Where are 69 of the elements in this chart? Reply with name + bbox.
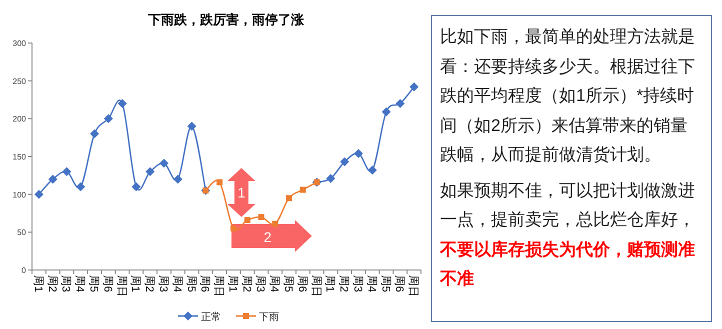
x-tick-label: 周3: [351, 275, 364, 292]
x-tick-label: 周1: [226, 275, 238, 292]
x-tick-label: 周5: [88, 275, 100, 292]
x-tick-label: 周5: [379, 275, 392, 292]
point: [396, 99, 405, 108]
annotation: 1: [237, 184, 246, 200]
point: [48, 174, 58, 184]
point: [187, 122, 196, 131]
y-tick-label: 200: [12, 114, 27, 124]
x-tick-label: 周2: [240, 275, 252, 292]
x-tick-label: 周4: [170, 275, 183, 292]
point: [382, 107, 391, 116]
x-tick-label: 周6: [393, 275, 406, 292]
text: 如果预期不佳，可以把计划做激进一点，提前卖完，总比烂仓库好，: [440, 180, 695, 229]
chart-title: 下雨跌，跌厉害，雨停了涨: [147, 12, 305, 27]
point: [354, 148, 363, 158]
x-tick-label: 周日: [115, 275, 128, 297]
x-tick-label: 周日: [310, 275, 322, 297]
point: [326, 174, 336, 183]
x-tick-label: 周6: [296, 275, 308, 292]
text: 不要以库存损失为代价，赌预测准不准: [440, 240, 695, 288]
point: [104, 114, 113, 124]
legend-label: 正常: [201, 311, 221, 323]
point: [368, 166, 377, 175]
x-tick-label: 周2: [338, 275, 350, 292]
x-tick-label: 周2: [46, 275, 58, 292]
x-tick-label: 周1: [32, 275, 44, 292]
x-tick-label: 周4: [268, 275, 280, 292]
x-tick-label: 周日: [212, 275, 225, 297]
point: [216, 179, 223, 186]
point: [410, 82, 419, 92]
x-tick-label: 周6: [198, 275, 211, 292]
point: [258, 214, 264, 220]
y-tick-label: 50: [17, 228, 27, 238]
point: [76, 182, 86, 192]
point: [132, 182, 141, 192]
point: [90, 129, 100, 138]
point: [300, 186, 306, 193]
x-tick-label: 周1: [324, 275, 336, 292]
x-tick-label: 周3: [156, 275, 169, 292]
x-tick-label: 周3: [60, 275, 72, 292]
point: [146, 167, 155, 176]
x-tick-label: 周4: [365, 275, 378, 292]
point: [230, 225, 236, 232]
point: [62, 167, 72, 176]
x-tick-label: 周6: [101, 275, 114, 292]
point: [244, 217, 250, 224]
x-tick-label: 周3: [254, 275, 266, 292]
y-tick-label: 250: [12, 76, 27, 86]
x-tick-label: 周4: [74, 275, 86, 292]
point: [34, 190, 44, 199]
point: [286, 195, 292, 202]
point: [272, 220, 278, 227]
x-tick-label: 周1: [129, 275, 142, 292]
point: [159, 158, 168, 168]
point: [173, 174, 182, 184]
annotation: 2: [264, 229, 272, 245]
point: [118, 99, 127, 108]
x-tick-label: 周2: [143, 275, 156, 292]
text: 比如下雨，最简单的处理方法就是看：还要持续多少天。根据过往下跌的平均程度（如1所示）*持续时间（如2所示）来估算带来的销量跌幅，从而提前做清货计划。: [440, 26, 696, 166]
y-tick-label: 300: [12, 39, 27, 48]
y-tick-label: 0: [22, 266, 27, 275]
x-tick-label: 周日: [407, 275, 420, 297]
y-tick-label: 100: [12, 190, 27, 200]
x-tick-label: 周5: [184, 275, 197, 292]
x-tick-label: 周5: [282, 275, 294, 292]
y-tick-label: 150: [12, 152, 27, 162]
legend-label: 下雨: [259, 312, 279, 323]
point: [340, 157, 350, 166]
